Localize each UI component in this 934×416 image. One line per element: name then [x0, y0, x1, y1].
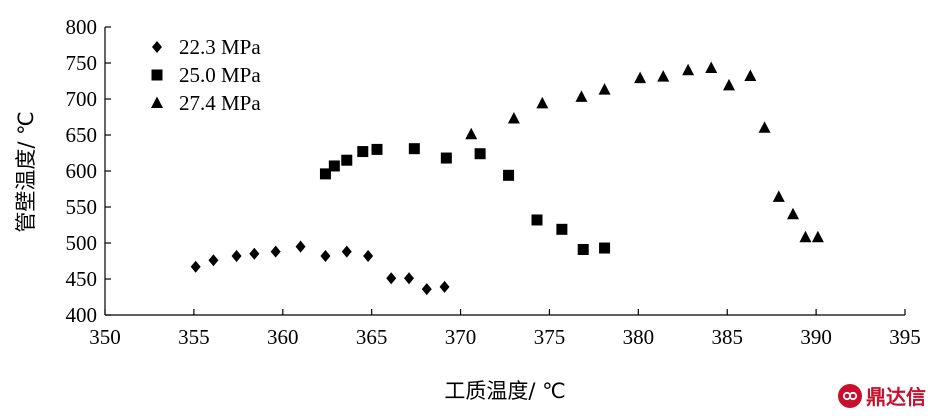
square-point [357, 146, 369, 158]
diamond-point [386, 272, 397, 285]
diamond-point [404, 272, 414, 285]
x-tick-label: 355 [178, 325, 210, 349]
x-axis-title: 工质温度/ ℃ [444, 379, 565, 403]
square-point [474, 148, 486, 160]
triangle-point [634, 71, 647, 84]
triangle-point [507, 111, 520, 124]
legend-entry: 22.3 MPa [152, 35, 261, 59]
series-1 [190, 240, 450, 296]
diamond-point [231, 249, 242, 262]
diamond-point [421, 283, 432, 296]
y-tick-label: 450 [66, 267, 98, 291]
triangle-point [536, 96, 549, 109]
triangle-point [465, 127, 478, 140]
y-tick-label: 700 [66, 87, 98, 111]
triangle-point [723, 78, 735, 91]
y-tick-label: 550 [66, 195, 98, 219]
x-tick-label: 395 [889, 325, 921, 349]
jujube-logo-icon [838, 383, 862, 408]
diamond-point [208, 254, 219, 267]
diamond-point [439, 280, 450, 293]
legend-square-icon [151, 69, 163, 81]
legend-diamond-icon [152, 41, 162, 53]
square-point [328, 160, 340, 172]
triangle-point [657, 70, 670, 82]
triangle-point [787, 207, 799, 220]
x-tick-label: 375 [534, 325, 566, 349]
square-point [371, 143, 383, 155]
x-tick-label: 390 [800, 325, 832, 349]
axes: 350 355 360 365 370 375 380 385 390 395 400 450 500 5… [66, 15, 921, 349]
legend-entry: 25.0 MPa [151, 63, 261, 87]
x-tick-label: 365 [356, 325, 388, 349]
square-point [599, 242, 611, 254]
triangle-point [799, 230, 812, 243]
triangle-point [598, 83, 611, 95]
legend-triangle-icon [151, 96, 163, 108]
y-tick-label: 800 [66, 15, 98, 39]
series-3 [465, 61, 824, 243]
diamond-point [295, 240, 306, 253]
watermark: 鼎达信 [838, 381, 926, 410]
square-point [531, 214, 543, 226]
x-tick-label: 380 [623, 325, 655, 349]
legend-entry: 27.4 MPa [151, 91, 261, 115]
y-tick-label: 500 [66, 231, 98, 255]
triangle-point [744, 69, 757, 81]
triangle-point [575, 90, 588, 102]
triangle-point [758, 121, 771, 133]
legend: 22.3 MPa 25.0 MPa 27.4 MPa [151, 35, 261, 115]
square-point [556, 223, 568, 235]
triangle-point [811, 230, 824, 243]
y-tick-label: 750 [66, 51, 98, 75]
data-points [190, 61, 824, 296]
y-tick-label: 650 [66, 123, 98, 147]
diamond-point [249, 247, 260, 260]
watermark-text: 鼎达信 [866, 385, 926, 409]
triangle-point [705, 61, 718, 74]
square-point [503, 169, 515, 181]
legend-label: 25.0 MPa [179, 63, 261, 87]
y-tick-label: 600 [66, 159, 98, 183]
x-tick-label: 350 [89, 325, 121, 349]
x-tick-label: 360 [267, 325, 299, 349]
diamond-point [190, 260, 201, 273]
triangle-point [772, 190, 785, 202]
diamond-point [270, 245, 281, 258]
y-tick-label: 400 [66, 303, 98, 327]
square-point [341, 154, 353, 166]
y-axis-title: 管壁温度/ ℃ [14, 111, 38, 232]
x-tick-label: 385 [711, 325, 743, 349]
legend-label: 22.3 MPa [179, 35, 261, 59]
triangle-point [682, 63, 695, 76]
x-tick-label: 370 [445, 325, 477, 349]
square-point [319, 168, 331, 180]
legend-label: 27.4 MPa [179, 91, 261, 115]
square-point [408, 143, 420, 155]
series-2 [319, 143, 611, 255]
diamond-point [363, 249, 374, 262]
diamond-point [320, 249, 331, 262]
square-point [440, 152, 452, 164]
square-point [577, 243, 589, 255]
diamond-point [341, 245, 352, 258]
